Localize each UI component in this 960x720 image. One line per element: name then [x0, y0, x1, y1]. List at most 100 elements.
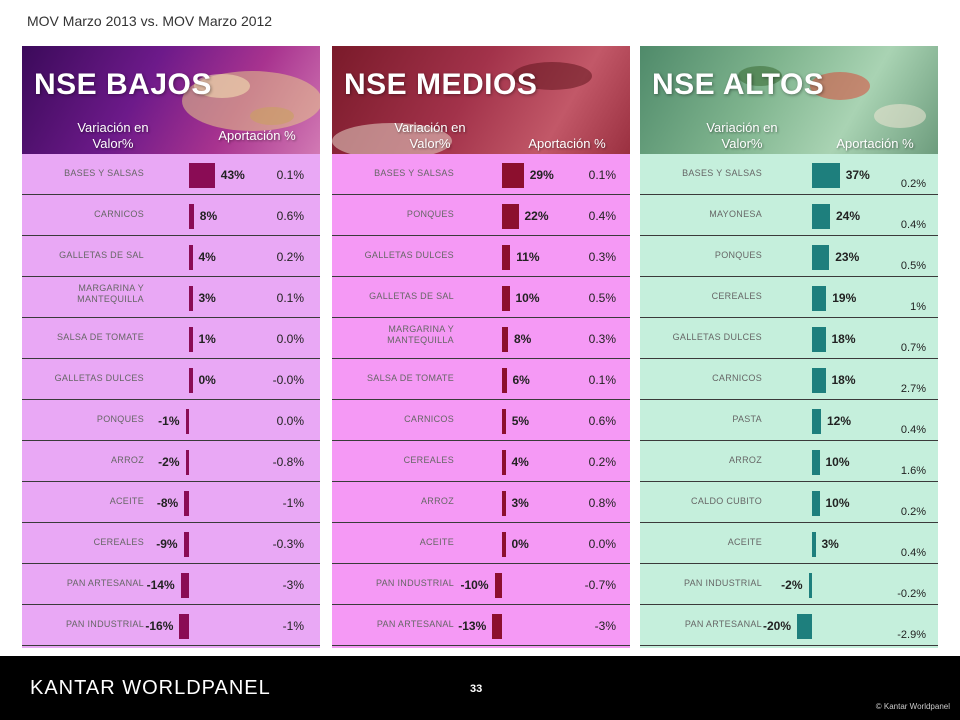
category-label: MAYONESA	[709, 209, 762, 219]
food-photo-decoration	[182, 71, 320, 131]
variation-bar	[502, 450, 506, 475]
row-divider	[640, 522, 938, 523]
table-row: PONQUES 23% 0.5%	[640, 236, 938, 277]
category-label: BASES Y SALSAS	[374, 168, 454, 178]
variation-bar	[812, 532, 816, 557]
category-label: ARROZ	[111, 455, 144, 465]
category-label: GALLETAS DULCES	[364, 250, 454, 260]
category-label: PONQUES	[714, 250, 762, 260]
row-divider	[22, 358, 320, 359]
variation-bar	[189, 245, 193, 270]
variation-bar	[812, 368, 826, 393]
aportacion-label: 0.2%	[588, 455, 616, 469]
category-label: BASES Y SALSAS	[682, 168, 762, 178]
row-divider	[332, 604, 630, 605]
table-row: GALLETAS DULCES 0% -0.0%	[22, 359, 320, 400]
row-divider	[22, 399, 320, 400]
row-divider	[22, 235, 320, 236]
variation-bar	[502, 327, 508, 352]
aportacion-label: 0.4%	[900, 424, 926, 436]
variation-label: 19%	[832, 291, 857, 305]
row-divider	[332, 358, 630, 359]
category-label: ARROZ	[729, 455, 762, 465]
variation-bar	[808, 573, 812, 598]
aportacion-label: 0.4%	[588, 209, 616, 223]
aportacion-label: -0.3%	[272, 537, 304, 551]
variation-bar	[502, 491, 506, 516]
aportacion-label: 0.1%	[276, 168, 304, 182]
table-row: PAN ARTESANAL -20% -2.9%	[640, 605, 938, 646]
variation-label: -20%	[762, 619, 791, 633]
variation-bar	[812, 286, 827, 311]
variation-label: 24%	[836, 209, 861, 223]
category-label: PONQUES	[406, 209, 454, 219]
variation-bar	[502, 245, 511, 270]
variation-bar	[502, 368, 507, 393]
variation-label: 37%	[845, 168, 870, 182]
variation-label: 4%	[511, 455, 529, 469]
col-header-variacion: Variación en Valor%	[77, 120, 149, 151]
category-label: PAN ARTESANAL	[66, 578, 144, 588]
variation-bar	[189, 286, 193, 311]
variation-label: -1%	[158, 414, 180, 428]
table-row: CALDO CUBITO 10% 0.2%	[640, 482, 938, 523]
table-row: SALSA DE TOMATE 1% 0.0%	[22, 318, 320, 359]
variation-label: 8%	[514, 332, 532, 346]
row-divider	[332, 645, 630, 646]
category-label: GALLETAS DE SAL	[59, 250, 144, 260]
row-divider	[332, 481, 630, 482]
row-divider	[332, 399, 630, 400]
aportacion-label: -0.2%	[897, 588, 926, 600]
variation-label: 6%	[512, 373, 530, 387]
variation-bar	[812, 163, 840, 188]
aportacion-label: 0.1%	[588, 373, 616, 387]
table-row: ACEITE 0% 0.0%	[332, 523, 630, 564]
table-row: PAN ARTESANAL -14% -3%	[22, 564, 320, 605]
row-divider	[22, 317, 320, 318]
table-row: CEREALES 19% 1%	[640, 277, 938, 318]
panel-title: NSE MEDIOS	[344, 68, 538, 101]
table-row: PONQUES -1% 0.0%	[22, 400, 320, 441]
variation-bar	[812, 491, 820, 516]
category-label: SALSA DE TOMATE	[366, 373, 454, 383]
category-label: ACEITE	[727, 537, 762, 547]
variation-label: 10%	[515, 291, 540, 305]
variation-label: 0%	[511, 537, 529, 551]
row-divider	[22, 481, 320, 482]
aportacion-label: 0.1%	[588, 168, 616, 182]
variation-bar	[502, 409, 506, 434]
row-divider	[640, 399, 938, 400]
row-divider	[22, 522, 320, 523]
variation-bar	[502, 204, 519, 229]
aportacion-label: -0.8%	[272, 455, 304, 469]
category-label: GALLETAS DE SAL	[369, 291, 454, 301]
aportacion-label: -1%	[282, 496, 304, 510]
table-row: ACEITE -8% -1%	[22, 482, 320, 523]
table-row: CEREALES 4% 0.2%	[332, 441, 630, 482]
table-row: BASES Y SALSAS 29% 0.1%	[332, 154, 630, 195]
panel-title: NSE BAJOS	[34, 68, 212, 101]
variation-bar	[180, 573, 189, 598]
aportacion-label: 0.0%	[276, 332, 304, 346]
category-label: PAN INDUSTRIAL	[375, 578, 454, 588]
variation-bar	[185, 450, 189, 475]
row-divider	[332, 194, 630, 195]
aportacion-label: -0.0%	[272, 373, 304, 387]
kantar-worldpanel-logo: KANTAR WORLDPANEL	[30, 677, 271, 699]
row-divider	[640, 358, 938, 359]
variation-bar	[189, 163, 215, 188]
table-row: MARGARINA Y MANTEQUILLA 3% 0.1%	[22, 277, 320, 318]
panel-rows: BASES Y SALSAS 43% 0.1% CARNICOS 8% 0.6% GALLE…	[22, 154, 320, 648]
row-divider	[22, 604, 320, 605]
category-label: CARNICOS	[94, 209, 144, 219]
variation-label: 4%	[198, 250, 216, 264]
category-label: PONQUES	[96, 414, 144, 424]
table-row: PAN INDUSTRIAL -16% -1%	[22, 605, 320, 646]
aportacion-label: 0.4%	[900, 219, 926, 231]
panel-nse-altos: NSE ALTOS Variación en Valor% Aportación…	[640, 46, 938, 648]
col-header-variacion: Variación en Valor%	[394, 120, 466, 151]
aportacion-label: 0.5%	[900, 260, 926, 272]
category-label: PAN INDUSTRIAL	[65, 619, 144, 629]
table-row: MAYONESA 24% 0.4%	[640, 195, 938, 236]
variation-bar	[812, 409, 821, 434]
